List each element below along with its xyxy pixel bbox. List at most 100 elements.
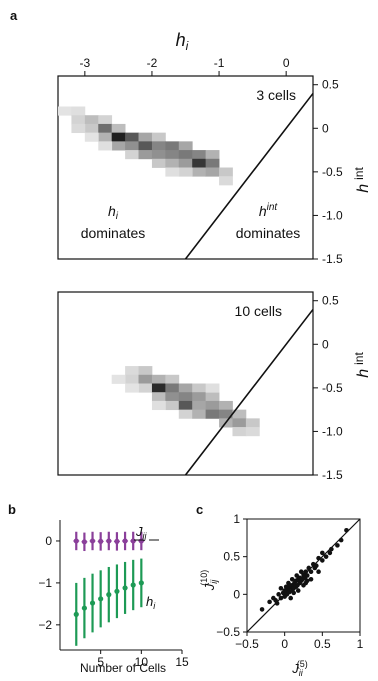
heatmap-cell	[178, 392, 193, 402]
panel-a: a hi -3 -2 -1 0 3 cells hi dominates hint d…	[10, 8, 372, 482]
heatmap-cell	[125, 132, 139, 142]
y-tick-label: -1.0	[322, 208, 343, 222]
heatmap-cell	[178, 409, 193, 419]
heatmap-cell	[84, 115, 99, 125]
heatmap-cell	[165, 392, 180, 402]
y-tick-label: 0	[322, 121, 329, 135]
data-point	[303, 569, 309, 575]
heatmap-cell	[98, 141, 113, 151]
data-point	[308, 569, 314, 575]
x-tick-label: 0	[283, 56, 290, 70]
heatmap-cell	[98, 115, 113, 125]
region-hi-symbol: hi	[108, 203, 119, 222]
heatmap-cell	[84, 123, 99, 134]
heatmap-cell	[178, 400, 193, 411]
panel-c-frame	[246, 518, 361, 633]
data-point	[73, 538, 79, 544]
data-point	[327, 550, 333, 556]
heatmap-cell	[71, 106, 86, 116]
data-point	[288, 595, 293, 601]
heatmap-cell	[84, 132, 99, 142]
data-point	[283, 584, 289, 590]
x-tick-label: −0.5	[235, 637, 259, 651]
data-point	[122, 538, 128, 544]
panel-b-label-J: Jij	[135, 524, 147, 541]
y-tick-label: -1.5	[322, 252, 343, 266]
data-point	[282, 588, 287, 593]
heatmap-cell	[219, 409, 233, 419]
heatmap-cell	[98, 123, 113, 134]
heatmap-cell	[219, 176, 233, 186]
heatmap-cell	[178, 167, 193, 177]
x-tick-label: 0.5	[314, 637, 331, 651]
y-tick-label: 0	[322, 337, 329, 351]
heatmap-cell	[111, 123, 126, 134]
y-tick-label: 0	[45, 534, 52, 548]
data-point	[114, 588, 120, 594]
panel-a-x-ticks: -3 -2 -1 0	[80, 56, 290, 76]
data-point	[320, 550, 325, 556]
heatmap-cell	[151, 400, 166, 411]
y-tick-label: 0.5	[223, 550, 240, 564]
x-tick-label: -2	[147, 56, 158, 70]
data-point	[304, 573, 310, 578]
heatmap-cell	[178, 141, 193, 151]
heatmap-cell	[125, 366, 139, 376]
heatmap-cell	[205, 409, 220, 419]
heatmap-cell	[125, 141, 139, 151]
heatmap-cell	[165, 150, 180, 160]
panel-c: c −0.5 0 0.5 1 1 0.5 0 −0.5 Jij(10) Jii(5)	[196, 502, 364, 678]
y-tick-label: 1	[233, 512, 240, 526]
x-tick-label: -3	[80, 56, 91, 70]
y-tick-label: 0	[233, 587, 240, 601]
y-tick-label: 0.5	[322, 78, 339, 92]
data-point	[106, 538, 112, 544]
heatmap-cell	[138, 383, 153, 393]
heatmap-cell	[205, 167, 220, 177]
data-point	[130, 582, 136, 588]
heatmap-cell	[151, 158, 166, 168]
panel-b-xlabel: Number of Cells	[80, 661, 166, 675]
heatmap-3-cells	[58, 106, 233, 186]
data-point	[344, 528, 349, 533]
heatmap-cell	[192, 409, 207, 419]
data-point	[335, 543, 340, 548]
panel-c-xlabel: Jii(5)	[291, 659, 308, 678]
x-tick-label: -1	[214, 56, 225, 70]
heatmap-cell	[219, 400, 233, 411]
panel-b-series	[73, 531, 145, 646]
panel-a-bottom-y-ticks: 0.5 0 -0.5 -1.0 -1.5	[313, 294, 343, 482]
y-tick-label: −2	[38, 618, 52, 632]
boundary-line	[184, 308, 314, 476]
data-point	[329, 546, 334, 552]
heatmap-cell	[151, 374, 166, 384]
y-tick-label: 0.5	[322, 294, 339, 308]
panel-c-ticks: −0.5 0 0.5 1 1 0.5 0 −0.5	[216, 512, 363, 651]
data-point	[314, 563, 319, 569]
region-hint-symbol: hint	[259, 202, 279, 219]
heatmap-cell	[245, 418, 260, 428]
heatmap-cell	[71, 115, 86, 125]
heatmap-cell	[58, 106, 72, 116]
y-tick-label: −1	[38, 576, 52, 590]
heatmap-cell	[165, 141, 180, 151]
heatmap-cell	[178, 150, 193, 160]
heatmap-cell	[98, 132, 113, 142]
heatmap-cell	[219, 167, 233, 177]
data-point	[259, 607, 265, 612]
data-point	[89, 600, 96, 606]
panel-b: b 0 −1 −2 5 10 15 Jij hi Number of Cells	[8, 502, 189, 675]
data-point	[130, 538, 136, 544]
data-point	[308, 576, 314, 582]
heatmap-cell	[205, 383, 220, 393]
data-point	[122, 585, 128, 591]
heatmap-cell	[125, 383, 139, 393]
data-point	[273, 598, 278, 603]
heatmap-cell	[151, 132, 166, 142]
region-hint-word: dominates	[236, 225, 301, 241]
heatmap-cell	[111, 374, 126, 384]
data-point	[276, 592, 281, 597]
heatmap-10-cells	[111, 366, 260, 437]
x-tick-label: 1	[357, 637, 364, 651]
